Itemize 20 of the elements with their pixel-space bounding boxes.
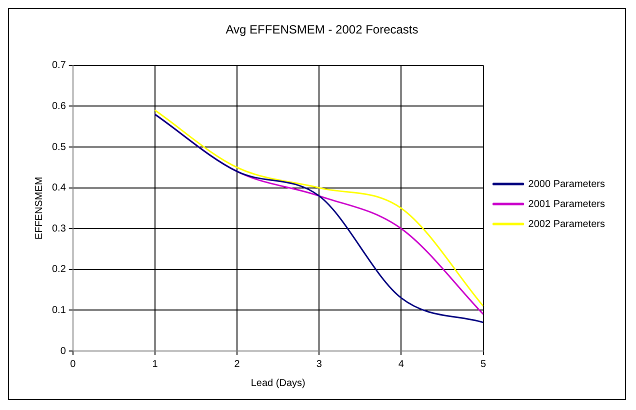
chart-title: Avg EFFENSMEM - 2002 Forecasts: [226, 22, 418, 37]
x-tick-label: 0: [70, 358, 76, 370]
legend-label: 2002 Parameters: [528, 218, 606, 230]
x-tick-label: 1: [152, 358, 158, 370]
y-tick-label: 0.6: [52, 100, 66, 112]
x-tick-label: 4: [398, 358, 404, 370]
y-tick-label: 0.7: [52, 60, 66, 72]
legend-label: 2001 Parameters: [528, 198, 606, 210]
y-tick-label: 0: [60, 346, 66, 357]
x-tick-label: 2: [234, 358, 240, 370]
y-tick-label: 0.3: [52, 223, 66, 234]
x-tick-label: 3: [316, 358, 322, 370]
y-axis-title: EFFENSMEM: [34, 176, 45, 240]
legend-label: 2000 Parameters: [528, 178, 606, 190]
y-tick-label: 0.5: [52, 142, 66, 153]
y-tick-label: 0.4: [52, 182, 66, 194]
x-axis-title: Lead (Days): [250, 378, 306, 389]
x-tick-label: 5: [480, 358, 487, 370]
y-tick-label: 0.1: [52, 304, 66, 316]
y-tick-label: 0.2: [52, 264, 66, 276]
